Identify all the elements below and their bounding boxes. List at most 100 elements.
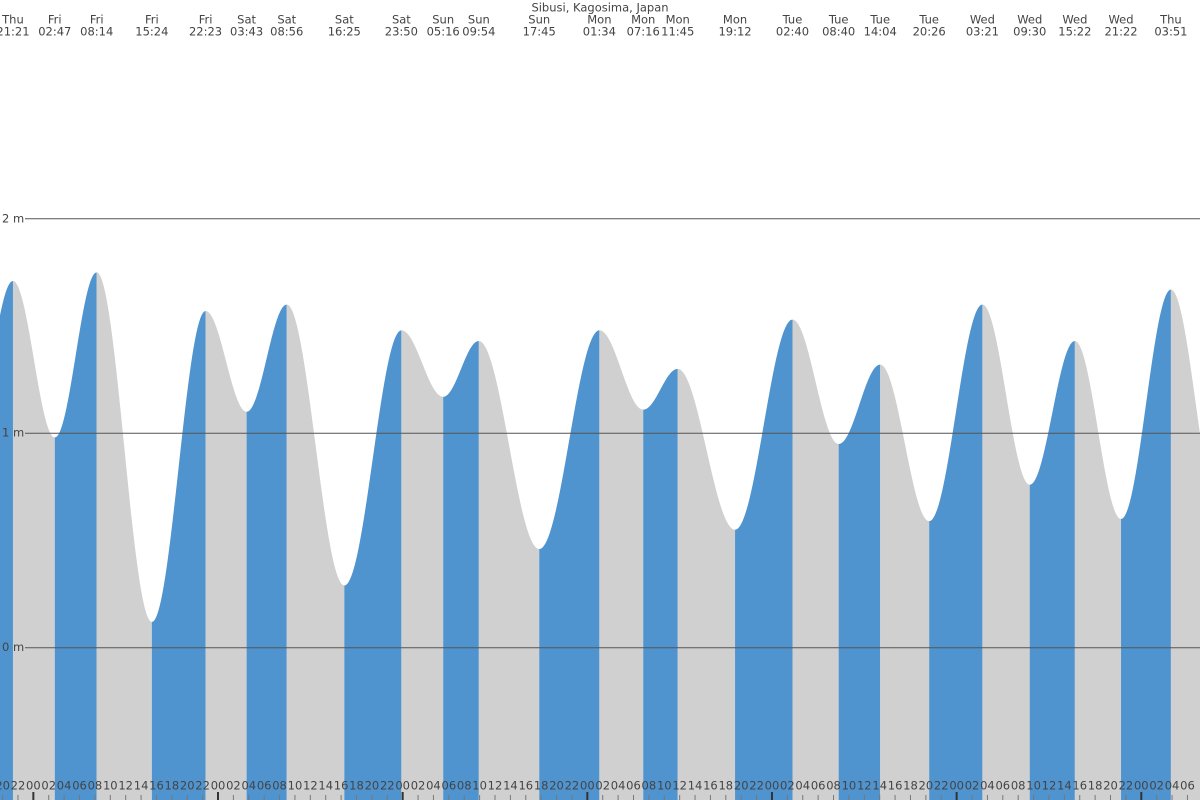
rising-tide — [344, 330, 402, 800]
falling-tide — [401, 330, 444, 800]
extreme-day: Sun — [468, 13, 490, 27]
x-tick-label: 20 — [919, 779, 934, 793]
extreme-time: 08:14 — [80, 25, 113, 39]
x-tick-label: 08 — [826, 779, 841, 793]
falling-tide — [205, 310, 247, 800]
chart-title: Sibusi, Kagosima, Japan — [531, 1, 668, 15]
extreme-time: 21:22 — [1104, 25, 1137, 39]
x-tick-label: 18 — [534, 779, 549, 793]
extreme-day: Mon — [666, 13, 690, 27]
extreme-day: Sun — [528, 13, 550, 27]
x-tick-label: 08 — [272, 779, 287, 793]
falling-tide — [982, 304, 1030, 800]
x-tick-label: 12 — [857, 779, 872, 793]
x-tick-label: 14 — [1057, 779, 1072, 793]
x-tick-label: 10 — [1026, 779, 1041, 793]
x-tick-label: 08 — [642, 779, 657, 793]
x-tick-label: 00 — [26, 779, 41, 793]
extreme-time: 08:56 — [270, 25, 303, 39]
extreme-time: 21:21 — [0, 25, 30, 39]
x-tick-label: 04 — [980, 779, 995, 793]
x-tick-label: 08 — [1011, 779, 1026, 793]
extreme-day: Sat — [392, 13, 411, 27]
x-tick-label: 18 — [165, 779, 180, 793]
x-tick-label: 02 — [965, 779, 980, 793]
x-tick-label: 08 — [88, 779, 103, 793]
falling-tide — [478, 341, 540, 800]
falling-tide — [792, 319, 839, 800]
extreme-day: Sat — [335, 13, 354, 27]
x-tick-label: 16 — [703, 779, 718, 793]
extreme-time: 01:34 — [583, 25, 616, 39]
x-tick-label: 02 — [411, 779, 426, 793]
x-tick-label: 12 — [1042, 779, 1057, 793]
extreme-time: 23:50 — [385, 25, 418, 39]
extreme-day: Wed — [1017, 13, 1042, 27]
x-tick-label: 04 — [57, 779, 72, 793]
x-tick-label: 10 — [288, 779, 303, 793]
x-tick-label: 04 — [795, 779, 810, 793]
x-tick-label: 10 — [657, 779, 672, 793]
falling-tide — [12, 280, 55, 800]
extreme-day: Thu — [1159, 13, 1182, 27]
x-tick-label: 10 — [842, 779, 857, 793]
extreme-day: Thu — [1, 13, 24, 27]
extreme-day: Mon — [631, 13, 655, 27]
extreme-day: Fri — [199, 13, 213, 27]
y-tick-label: 2 m — [2, 211, 24, 225]
extreme-time: 02:40 — [776, 25, 809, 39]
extreme-day: Mon — [723, 13, 747, 27]
extreme-time: 20:26 — [913, 25, 946, 39]
x-tick-label: 14 — [134, 779, 149, 793]
x-tick-label: 16 — [1072, 779, 1087, 793]
falling-tide — [1170, 289, 1200, 800]
extreme-time: 09:54 — [462, 25, 495, 39]
x-tick-label: 20 — [365, 779, 380, 793]
rising-tide — [151, 310, 206, 800]
x-tick-label: 02 — [1149, 779, 1164, 793]
extreme-time: 17:45 — [523, 25, 556, 39]
rising-tide — [539, 330, 600, 800]
rising-tide — [929, 304, 983, 800]
x-tick-label: 20 — [180, 779, 195, 793]
extreme-day: Tue — [869, 13, 890, 27]
extreme-time: 08:40 — [822, 25, 855, 39]
x-tick-label: 12 — [118, 779, 133, 793]
x-tick-label: 10 — [103, 779, 118, 793]
falling-tide — [96, 272, 152, 800]
x-tick-label: 18 — [349, 779, 364, 793]
x-tick-label: 06 — [1180, 779, 1195, 793]
x-tick-label: 06 — [811, 779, 826, 793]
x-tick-label: 00 — [580, 779, 595, 793]
x-tick-label: 00 — [765, 779, 780, 793]
x-tick-label: 16 — [518, 779, 533, 793]
y-tick-label: 1 m — [2, 426, 24, 440]
x-tick-label: 14 — [872, 779, 887, 793]
extreme-day: Tue — [782, 13, 803, 27]
x-tick-label: 14 — [688, 779, 703, 793]
x-tick-label: 00 — [1134, 779, 1149, 793]
rising-tide — [643, 368, 678, 800]
x-tick-label: 02 — [595, 779, 610, 793]
y-tick-label: 0 m — [2, 640, 24, 654]
extreme-day: Fri — [48, 13, 62, 27]
x-tick-label: 22 — [1119, 779, 1134, 793]
falling-tide — [677, 368, 736, 800]
rising-tide — [0, 280, 13, 800]
x-tick-label: 20 — [549, 779, 564, 793]
x-tick-label: 12 — [488, 779, 503, 793]
extreme-day: Wed — [1062, 13, 1087, 27]
x-tick-label: 20 — [0, 779, 10, 793]
extreme-day: Sat — [277, 13, 296, 27]
falling-tide — [599, 330, 644, 800]
x-tick-label: 20 — [734, 779, 749, 793]
extreme-day: Fri — [145, 13, 159, 27]
extreme-time: 07:16 — [627, 25, 660, 39]
extreme-time: 09:30 — [1013, 25, 1046, 39]
x-tick-label: 22 — [195, 779, 210, 793]
x-tick-label: 04 — [426, 779, 441, 793]
rising-tide — [443, 341, 479, 800]
x-tick-label: 00 — [395, 779, 410, 793]
x-tick-label: 08 — [457, 779, 472, 793]
